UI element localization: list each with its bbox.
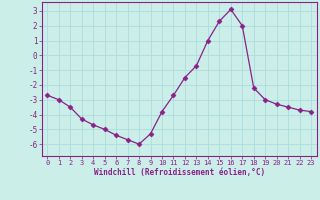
X-axis label: Windchill (Refroidissement éolien,°C): Windchill (Refroidissement éolien,°C)	[94, 168, 265, 177]
